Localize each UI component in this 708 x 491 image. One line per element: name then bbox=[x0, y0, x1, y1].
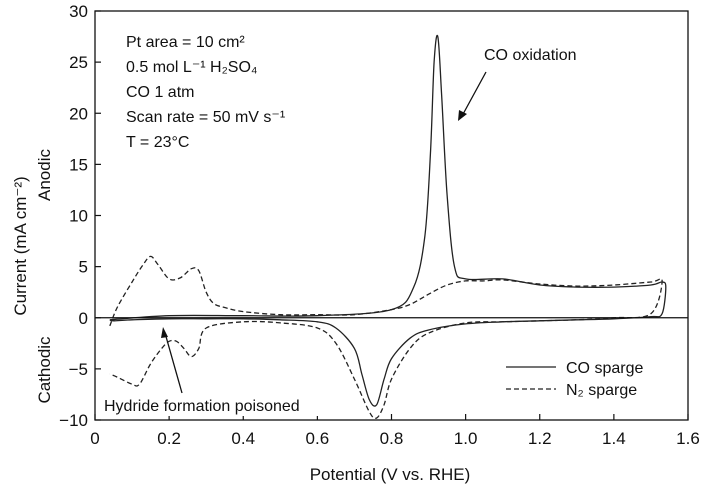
condition-co-pressure: CO 1 atm bbox=[126, 84, 194, 101]
y-tick-label: 25 bbox=[69, 53, 88, 72]
hydride-arrow bbox=[164, 332, 183, 394]
x-tick-label: 1.0 bbox=[454, 429, 478, 448]
y-tick-label: 15 bbox=[69, 155, 88, 174]
y-tick-label: −10 bbox=[59, 411, 88, 430]
x-tick-label: 0.2 bbox=[157, 429, 181, 448]
co-oxidation-annotation: CO oxidation bbox=[484, 47, 577, 64]
x-tick-label: 0.6 bbox=[306, 429, 330, 448]
condition-electrolyte: 0.5 mol L⁻¹ H₂SO₄ bbox=[126, 59, 257, 76]
y-tick-label: 10 bbox=[69, 207, 88, 226]
x-tick-label: 1.2 bbox=[528, 429, 552, 448]
legend-label-n2: N₂ sparge bbox=[566, 382, 637, 399]
x-axis: 0 0.2 0.4 0.6 0.8 1.0 1.2 1.4 1.6 bbox=[90, 414, 700, 448]
x-tick-label: 1.4 bbox=[602, 429, 626, 448]
cathodic-label: Cathodic bbox=[35, 336, 54, 404]
legend: CO sparge N₂ sparge bbox=[506, 360, 643, 399]
y-tick-label: 20 bbox=[69, 104, 88, 123]
condition-pt-area: Pt area = 10 cm² bbox=[126, 34, 245, 51]
y-axis: −10 −5 0 5 10 15 20 25 30 bbox=[59, 2, 101, 430]
conditions-block: Pt area = 10 cm² 0.5 mol L⁻¹ H₂SO₄ CO 1 … bbox=[126, 34, 285, 151]
y-tick-label: −5 bbox=[69, 360, 88, 379]
x-tick-label: 0.8 bbox=[380, 429, 404, 448]
series-co-sparge-line bbox=[109, 34, 667, 407]
anodic-label: Anodic bbox=[35, 149, 54, 201]
y-tick-label: 30 bbox=[69, 2, 88, 21]
co-oxidation-arrow bbox=[461, 71, 487, 117]
y-tick-label: 5 bbox=[79, 258, 88, 277]
co-oxidation-arrowhead bbox=[458, 110, 467, 121]
y-tick-label: 0 bbox=[79, 309, 88, 328]
y-axis-label: Current (mA cm⁻²) bbox=[11, 176, 30, 315]
x-axis-label: Potential (V vs. RHE) bbox=[310, 465, 471, 484]
series-layer bbox=[109, 34, 667, 420]
condition-temperature: T = 23°C bbox=[126, 134, 189, 151]
x-tick-label: 0.4 bbox=[231, 429, 255, 448]
condition-scan-rate: Scan rate = 50 mV s⁻¹ bbox=[126, 109, 285, 126]
x-tick-label: 0 bbox=[90, 429, 99, 448]
hydride-label-bg bbox=[100, 394, 358, 416]
hydride-annotation: Hydride formation poisoned bbox=[104, 398, 300, 415]
x-tick-label: 1.6 bbox=[676, 429, 700, 448]
legend-label-co: CO sparge bbox=[566, 360, 643, 377]
series-n2-sparge-line bbox=[109, 255, 663, 420]
hydride-arrowhead bbox=[161, 327, 168, 338]
